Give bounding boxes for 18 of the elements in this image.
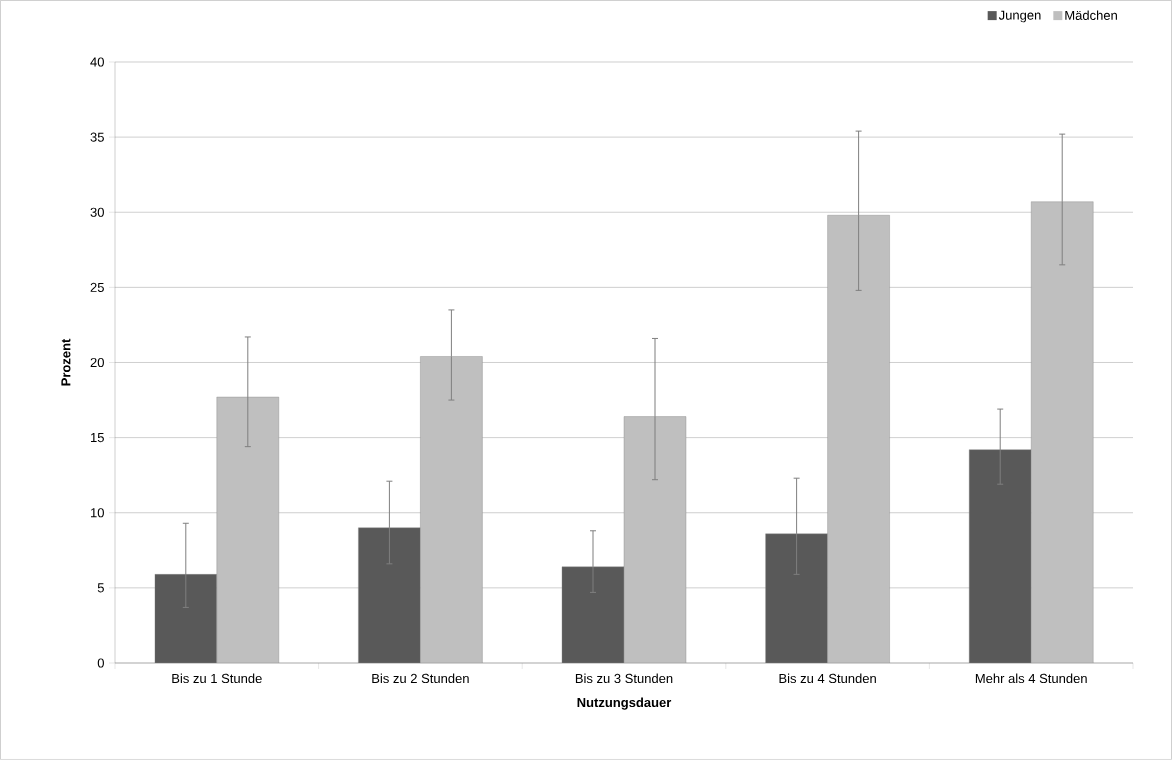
y-tick-label: 25: [90, 282, 104, 292]
y-tick-label: 20: [90, 357, 104, 368]
x-tick-label: Bis zu 3 Stunden: [575, 673, 673, 684]
y-tick-label: 15: [91, 433, 104, 443]
y-tick-label: 10: [91, 508, 104, 518]
x-tick-label: Bis zu 4 Stunden: [779, 673, 876, 684]
y-tick-label: 0: [97, 658, 104, 668]
y-tick-label: 30: [90, 207, 104, 217]
y-tick-label: 5: [97, 583, 104, 593]
x-tick-label: Bis zu 2 Stunden: [372, 673, 469, 684]
x-tick-label: Bis zu 1 Stunde: [172, 673, 262, 684]
legend-label: Jungen: [998, 10, 1041, 23]
x-tick-label: Mehr als 4 Stunden: [975, 673, 1087, 684]
legend-label: Mädchen: [1065, 10, 1117, 20]
y-tick-label: 35: [90, 132, 104, 142]
x-axis-title: Nutzungsdauer: [577, 697, 672, 710]
y-tick-label: 40: [90, 57, 104, 67]
y-axis-title: Prozent: [61, 338, 71, 386]
